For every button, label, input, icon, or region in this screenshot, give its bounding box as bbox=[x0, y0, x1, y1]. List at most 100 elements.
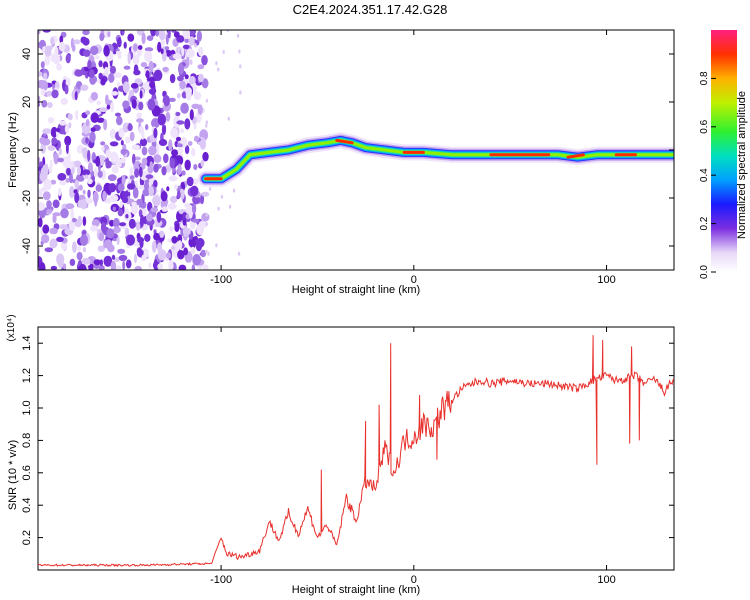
noise-speck bbox=[51, 89, 59, 99]
noise-speck bbox=[157, 113, 166, 126]
y-tick-label: 1.4 bbox=[21, 336, 33, 351]
noise-speck bbox=[82, 247, 86, 253]
noise-speck bbox=[172, 53, 182, 60]
noise-speck bbox=[151, 118, 160, 129]
noise-speck bbox=[110, 260, 117, 270]
noise-speck bbox=[136, 221, 141, 231]
noise-speck bbox=[102, 190, 107, 202]
noise-speck bbox=[109, 65, 116, 75]
noise-speck bbox=[177, 163, 182, 176]
noise-speck bbox=[66, 167, 71, 176]
noise-speck bbox=[195, 242, 202, 252]
noise-speck bbox=[205, 249, 208, 254]
noise-speck bbox=[151, 240, 157, 253]
noise-speck bbox=[136, 112, 142, 119]
noise-speck bbox=[85, 119, 90, 127]
noise-speck bbox=[64, 124, 70, 134]
noise-speck bbox=[38, 262, 46, 270]
noise-speck bbox=[105, 160, 112, 169]
noise-speck bbox=[121, 175, 126, 186]
ridge-band bbox=[204, 138, 674, 181]
noise-speck bbox=[148, 262, 152, 269]
noise-speck bbox=[168, 97, 176, 102]
noise-speck bbox=[190, 185, 199, 197]
noise-speck bbox=[132, 54, 140, 65]
noise-speck bbox=[215, 243, 218, 248]
noise-speck bbox=[93, 259, 101, 266]
noise-speck bbox=[38, 217, 43, 228]
colorbar-ticks: 0.0 0.2 0.4 0.6 0.8 bbox=[699, 71, 716, 279]
noise-speck bbox=[50, 265, 58, 270]
colorbar-tick-label: 0.2 bbox=[699, 216, 710, 230]
noise-speck bbox=[131, 144, 141, 151]
noise-speck bbox=[232, 188, 236, 193]
noise-speck bbox=[132, 187, 139, 199]
noise-speck bbox=[56, 236, 64, 243]
noise-speck bbox=[160, 40, 166, 46]
noise-speck bbox=[43, 178, 52, 191]
noise-speck bbox=[50, 36, 55, 46]
noise-speck bbox=[70, 208, 75, 220]
noise-speck bbox=[90, 45, 99, 56]
noise-speck bbox=[177, 62, 185, 75]
noise-speck bbox=[40, 88, 46, 96]
y-tick-label: 20 bbox=[21, 96, 33, 108]
noise-speck bbox=[108, 183, 117, 193]
noise-speck bbox=[136, 247, 143, 257]
noise-speck bbox=[161, 206, 168, 212]
noise-speck bbox=[180, 128, 185, 134]
noise-speck bbox=[59, 120, 67, 126]
noise-speck bbox=[42, 128, 52, 135]
noise-speck bbox=[75, 110, 79, 121]
noise-speck bbox=[85, 110, 91, 115]
noise-speck bbox=[205, 120, 208, 125]
noise-speck bbox=[179, 80, 186, 90]
noise-speck bbox=[137, 237, 145, 243]
noise-speck bbox=[188, 30, 197, 36]
noise-speck bbox=[38, 102, 41, 108]
noise-speck bbox=[169, 73, 176, 84]
noise-speck bbox=[153, 180, 158, 187]
noise-speck bbox=[153, 259, 158, 270]
noise-speck bbox=[129, 175, 135, 180]
noise-speck bbox=[147, 98, 156, 111]
noise-speck bbox=[189, 59, 193, 65]
noise-speck bbox=[188, 210, 193, 219]
noise-speck bbox=[148, 60, 154, 73]
noise-speck bbox=[239, 90, 242, 95]
noise-speck bbox=[114, 257, 120, 262]
noise-speck bbox=[220, 194, 224, 199]
noise-speck bbox=[90, 91, 98, 101]
noise-speck bbox=[146, 35, 154, 41]
noise-speck bbox=[82, 30, 90, 36]
y-tick-label: 1.2 bbox=[21, 368, 33, 383]
noise-speck bbox=[100, 216, 108, 226]
noise-speck bbox=[144, 47, 154, 52]
noise-speck bbox=[82, 147, 89, 159]
noise-speck bbox=[97, 78, 101, 84]
noise-speck bbox=[82, 230, 87, 236]
noise-speck bbox=[171, 245, 176, 251]
noise-speck bbox=[140, 214, 145, 227]
noise-speck bbox=[184, 118, 191, 130]
noise-speck bbox=[169, 157, 176, 169]
noise-speck bbox=[124, 227, 130, 237]
noise-speck bbox=[153, 163, 159, 173]
noise-speck bbox=[69, 173, 73, 184]
noise-speck bbox=[127, 33, 135, 42]
noise-speck bbox=[132, 153, 136, 165]
noise-speck bbox=[155, 143, 160, 156]
noise-speck bbox=[68, 122, 72, 129]
noise-speck bbox=[122, 122, 130, 133]
noise-speck bbox=[236, 33, 240, 38]
noise-speck bbox=[144, 181, 149, 191]
noise-speck bbox=[174, 223, 180, 232]
noise-speck bbox=[130, 82, 139, 89]
noise-speck bbox=[64, 84, 69, 95]
noise-speck bbox=[138, 126, 144, 134]
noise-speck bbox=[134, 156, 141, 161]
noise-speck bbox=[60, 97, 68, 105]
noise-speck bbox=[179, 188, 185, 200]
noise-speck bbox=[93, 167, 98, 178]
